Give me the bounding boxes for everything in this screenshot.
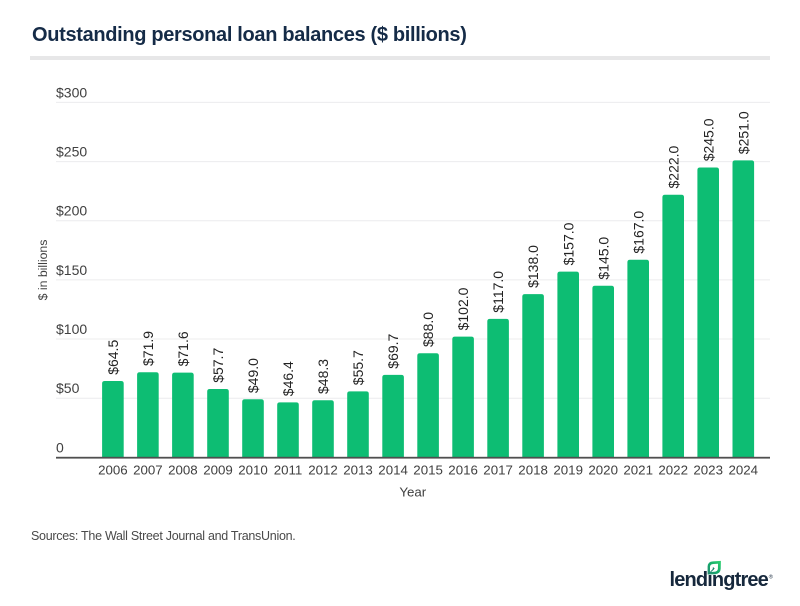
svg-text:$46.4: $46.4 [280,361,296,396]
svg-text:2017: 2017 [483,463,513,478]
svg-text:®: ® [769,573,774,580]
svg-text:2014: 2014 [378,463,408,478]
svg-text:$117.0: $117.0 [490,271,506,313]
svg-text:$ in billions: $ in billions [36,240,50,301]
svg-text:2023: 2023 [693,463,723,478]
svg-text:2020: 2020 [588,463,618,478]
svg-text:$222.0: $222.0 [665,145,681,188]
svg-text:2024: 2024 [729,463,759,478]
svg-text:Year: Year [399,484,426,499]
svg-text:2019: 2019 [553,463,583,478]
svg-text:2022: 2022 [658,463,688,478]
svg-text:lendingtree: lendingtree [670,569,769,591]
svg-text:$300: $300 [56,84,87,100]
svg-text:0: 0 [56,439,64,455]
svg-text:$50: $50 [56,380,80,396]
svg-text:2021: 2021 [623,463,653,478]
svg-text:$71.6: $71.6 [175,331,191,366]
svg-text:$69.7: $69.7 [385,333,401,368]
svg-text:$64.5: $64.5 [105,340,121,375]
svg-text:$251.0: $251.0 [735,111,751,154]
svg-text:$167.0: $167.0 [630,211,646,254]
svg-text:2011: 2011 [274,463,303,478]
svg-text:2016: 2016 [448,463,478,478]
svg-text:$245.0: $245.0 [700,118,716,161]
svg-text:2007: 2007 [133,463,163,478]
svg-text:2008: 2008 [168,463,198,478]
svg-text:$157.0: $157.0 [560,222,576,265]
svg-text:2013: 2013 [343,463,373,478]
svg-text:$250: $250 [56,144,87,160]
svg-text:Sources: The Wall Street Journ: Sources: The Wall Street Journal and Tra… [31,529,295,543]
svg-text:2009: 2009 [203,463,233,478]
svg-text:$200: $200 [56,203,87,219]
svg-text:2018: 2018 [518,463,548,478]
svg-text:$88.0: $88.0 [420,312,436,347]
svg-text:$49.0: $49.0 [245,358,261,393]
svg-text:$150: $150 [56,262,87,278]
svg-text:$55.7: $55.7 [350,350,366,385]
svg-text:$138.0: $138.0 [525,245,541,288]
svg-text:$102.0: $102.0 [455,287,471,330]
svg-text:$145.0: $145.0 [595,237,611,280]
svg-text:2012: 2012 [308,463,338,478]
svg-text:$100: $100 [56,321,87,337]
svg-text:2015: 2015 [413,463,443,478]
svg-text:2010: 2010 [238,463,268,478]
svg-text:$48.3: $48.3 [315,359,331,394]
svg-text:2006: 2006 [98,463,128,478]
svg-text:$71.9: $71.9 [140,331,156,366]
svg-text:$57.7: $57.7 [210,348,226,383]
